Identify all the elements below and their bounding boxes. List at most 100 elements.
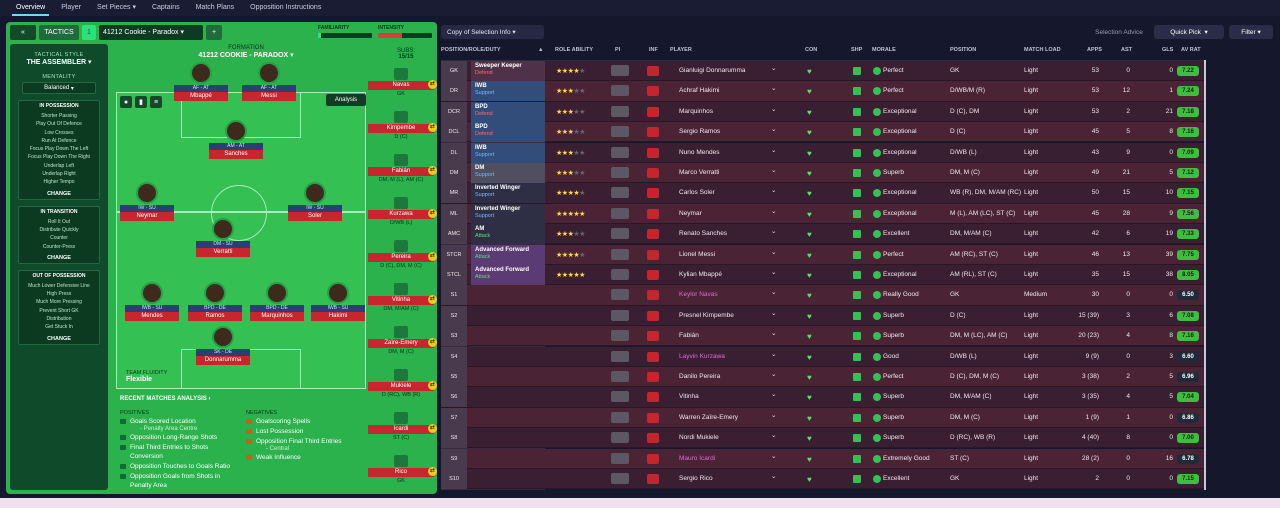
nav-tab-5[interactable]: Opposition Instructions <box>250 4 322 11</box>
player-name[interactable]: Marco Verratti <box>679 169 720 176</box>
col-match-load[interactable]: MATCH LOAD <box>1024 47 1061 53</box>
table-row[interactable]: DM DM Support ★★★★★ Marco Verratti ⌄ ♥ Superb DM… <box>441 163 1204 184</box>
table-row[interactable]: AMC AM Attack ★★★★★ Renato Sanches ⌄ ♥ Excellen… <box>441 224 1204 245</box>
swap-icon[interactable]: ⇄ <box>428 80 437 89</box>
sub-player[interactable]: Vitinha DM, M/AM (C) ⇄ <box>368 283 437 312</box>
player-dropdown-icon[interactable]: ⌄ <box>771 309 777 317</box>
player-name[interactable]: Vitinha <box>679 393 699 401</box>
table-row[interactable]: S1 Keylor Navas ⌄ ♥ Really Good GK Medium 30 0 0 6… <box>441 285 1204 306</box>
table-row[interactable]: ML Inverted Winger Support ★★★★★ Neymar ⌄ ♥ Exc… <box>441 203 1204 224</box>
player-instructions-icon[interactable] <box>611 309 629 321</box>
player-name[interactable]: Carlos Soler <box>679 189 715 197</box>
player-dropdown-icon[interactable]: ⌄ <box>771 105 777 113</box>
table-row[interactable]: S8 Nordi Mukiele ⌄ ♥ Superb D (RC), WB (R) Lig… <box>441 428 1204 449</box>
table-row[interactable]: DCL BPD Defend ★★★★★ Sergio Ramos ⌄ ♥ Exception… <box>441 122 1204 143</box>
player-name[interactable]: Presnel Kimpembe <box>679 311 734 319</box>
pitch-player[interactable]: IWB - SU Hakimi <box>311 282 365 321</box>
table-row[interactable]: S5 Danilo Pereira ⌄ ♥ Perfect D (C), DM, M (C… <box>441 367 1204 388</box>
pitch-player[interactable]: IWB - SU Mendes <box>125 282 179 321</box>
in-possession-change-button[interactable]: CHANGE <box>47 190 71 197</box>
table-row[interactable]: S4 Layvin Kurzawa ⌄ ♥ Good D/WB (L) Light 9 (9)… <box>441 346 1204 367</box>
nav-tab-2[interactable]: Set Pieces ▾ <box>97 4 136 11</box>
player-dropdown-icon[interactable]: ⌄ <box>771 207 777 215</box>
role-select[interactable]: IWB Support <box>471 81 545 102</box>
role-select[interactable]: BPD Defend <box>471 122 545 143</box>
player-instructions-icon[interactable] <box>611 330 629 342</box>
table-row[interactable]: STCR Advanced Forward Attack ★★★★★ Lionel Me… <box>441 244 1204 265</box>
role-select[interactable]: Sweeper Keeper Defend <box>471 61 545 81</box>
role-select[interactable]: BPD Defend <box>471 101 545 122</box>
col-position-text[interactable]: POSITION <box>950 47 977 53</box>
nav-tab-1[interactable]: Player <box>61 4 82 11</box>
chart-view-icon[interactable]: ▮ <box>135 96 147 108</box>
recent-analysis-title[interactable]: RECENT MATCHES ANALYSIS › <box>120 396 211 402</box>
player-dropdown-icon[interactable]: ⌄ <box>771 126 777 134</box>
in-transition-change-button[interactable]: CHANGE <box>47 254 71 261</box>
col-position[interactable]: POSITION/ROLE/DUTY <box>441 47 501 53</box>
role-select[interactable]: Inverted Winger Support <box>471 183 545 204</box>
player-name[interactable]: Sergio Rico <box>679 475 713 482</box>
pitch-player[interactable]: AF - AT Mbappé <box>174 62 228 101</box>
table-row[interactable]: DCR BPD Defend ★★★★★ Marquinhos ⌄ ♥ Exceptional… <box>441 101 1204 122</box>
swap-icon[interactable]: ⇄ <box>428 338 437 347</box>
player-name[interactable]: Sergio Ramos <box>679 128 721 136</box>
sub-player[interactable]: Pereira D (C), DM, M (C) ⇄ <box>368 240 437 269</box>
col-gls[interactable]: GLS <box>1162 47 1174 53</box>
sub-player[interactable]: Zaïre-Emery DM, M (C) ⇄ <box>368 326 437 355</box>
player-instructions-icon[interactable] <box>611 452 629 464</box>
list-view-icon[interactable]: ≡ <box>150 96 162 108</box>
player-name[interactable]: Danilo Pereira <box>679 373 721 380</box>
player-dropdown-icon[interactable]: ⌄ <box>771 473 777 480</box>
role-select[interactable]: Advanced Forward Attack <box>471 244 545 265</box>
table-row[interactable]: MR Inverted Winger Support ★★★★★ Carlos Sole… <box>441 183 1204 204</box>
sub-player[interactable]: Fabián DM, M (L), AM (C) ⇄ <box>368 154 437 183</box>
player-instructions-icon[interactable] <box>611 167 629 178</box>
mentality-select[interactable]: Balanced ▾ <box>22 82 96 94</box>
player-dropdown-icon[interactable]: ⌄ <box>771 391 777 399</box>
player-instructions-icon[interactable] <box>611 65 629 76</box>
table-row[interactable]: S7 Warren Zaïre-Emery ⌄ ♥ Superb DM, M (C) Lig… <box>441 407 1204 428</box>
col-shp[interactable]: SHP <box>851 47 863 53</box>
table-row[interactable]: S9 Mauro Icardi ⌄ ♥ Extremely Good ST (C) Ligh… <box>441 448 1204 469</box>
player-instructions-icon[interactable] <box>611 432 629 444</box>
tactics-tab[interactable]: TACTICS <box>39 24 79 40</box>
col-ast[interactable]: AST <box>1121 47 1132 53</box>
player-instructions-icon[interactable] <box>611 371 629 382</box>
player-name[interactable]: Neymar <box>679 209 702 217</box>
table-row[interactable]: STCL Advanced Forward Attack ★★★★★ Kylian Mb… <box>441 265 1204 286</box>
player-instructions-icon[interactable] <box>611 248 629 260</box>
pitch-player[interactable]: SK - DE Donnarumma <box>196 326 250 365</box>
player-dropdown-icon[interactable]: ⌄ <box>771 289 777 297</box>
table-row[interactable]: S10 Sergio Rico ⌄ ♥ Excellent GK Light 2 0 0 7.15 <box>441 469 1204 490</box>
role-select[interactable]: Inverted Winger Support <box>471 203 545 224</box>
player-name[interactable]: Fabián <box>679 332 699 340</box>
player-name[interactable]: Mauro Icardi <box>679 454 716 462</box>
swap-icon[interactable]: ⇄ <box>428 467 437 476</box>
col-player[interactable]: PLAYER <box>670 47 692 53</box>
player-dropdown-icon[interactable]: ⌄ <box>771 85 777 93</box>
col-av-rat[interactable]: AV RAT <box>1181 47 1201 53</box>
nav-tab-4[interactable]: Match Plans <box>195 4 235 11</box>
tactic-select[interactable]: 41212 Cookie - Paradox ▾ <box>99 24 203 40</box>
player-instructions-icon[interactable] <box>611 289 629 301</box>
player-dropdown-icon[interactable]: ⌄ <box>771 269 777 276</box>
player-name[interactable]: Keylor Navas <box>679 291 718 299</box>
player-instructions-icon[interactable] <box>611 228 629 240</box>
swap-icon[interactable]: ⇄ <box>428 295 437 304</box>
player-name[interactable]: Layvin Kurzawa <box>679 352 725 360</box>
player-instructions-icon[interactable] <box>611 105 629 117</box>
swap-icon[interactable]: ⇄ <box>428 166 437 175</box>
pitch-player[interactable]: IW - SU Neymar <box>120 182 174 221</box>
player-instructions-icon[interactable] <box>611 85 629 97</box>
selection-info-select[interactable]: Copy of Selection Info ▾ <box>441 25 544 39</box>
formation-select[interactable]: 41212 COOKIE - PARADOX ▾ <box>198 52 294 59</box>
out-of-possession-change-button[interactable]: CHANGE <box>47 335 71 342</box>
analysis-button[interactable]: Analysis <box>326 94 366 106</box>
nav-tab-3[interactable]: Captains <box>151 4 180 11</box>
swap-icon[interactable]: ⇄ <box>428 209 437 218</box>
player-dropdown-icon[interactable]: ⌄ <box>771 248 777 256</box>
pitch-player[interactable]: AF - AT Messi <box>242 62 296 101</box>
player-name[interactable]: Lionel Messi <box>679 250 716 258</box>
player-dropdown-icon[interactable]: ⌄ <box>771 167 777 174</box>
pitch-player[interactable]: BPD - DE Ramos <box>188 282 242 321</box>
